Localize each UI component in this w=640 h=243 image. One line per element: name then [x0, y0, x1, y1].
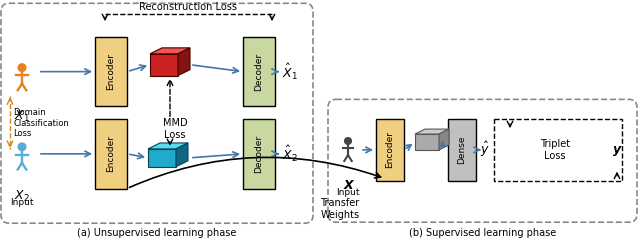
FancyBboxPatch shape: [95, 37, 127, 106]
Text: Domain
Classification
Loss: Domain Classification Loss: [13, 108, 68, 138]
Text: $\hat{X}_1$: $\hat{X}_1$: [282, 61, 298, 82]
Circle shape: [18, 143, 26, 151]
Text: $X_1$: $X_1$: [14, 109, 30, 124]
Polygon shape: [150, 54, 178, 76]
FancyBboxPatch shape: [243, 37, 275, 106]
Text: $X_2$: $X_2$: [14, 189, 30, 204]
Polygon shape: [439, 129, 449, 150]
Text: $\hat{y}$: $\hat{y}$: [480, 140, 490, 159]
Text: Decoder: Decoder: [255, 52, 264, 91]
Text: Triplet
Loss: Triplet Loss: [540, 139, 570, 161]
FancyBboxPatch shape: [494, 119, 622, 181]
Text: Input: Input: [336, 188, 360, 197]
Polygon shape: [150, 48, 190, 54]
Text: MMD
Loss: MMD Loss: [163, 118, 188, 140]
Polygon shape: [148, 149, 176, 167]
Circle shape: [18, 64, 26, 71]
Text: Encoder: Encoder: [106, 135, 115, 172]
Polygon shape: [415, 134, 439, 150]
FancyBboxPatch shape: [243, 119, 275, 189]
Text: $\hat{X}_2$: $\hat{X}_2$: [282, 144, 298, 164]
FancyBboxPatch shape: [95, 119, 127, 189]
Text: Dense: Dense: [458, 136, 467, 164]
Text: X: X: [343, 179, 353, 192]
Text: Input: Input: [10, 199, 34, 208]
Polygon shape: [176, 143, 188, 167]
Text: (a) Unsupervised learning phase: (a) Unsupervised learning phase: [77, 228, 237, 238]
FancyBboxPatch shape: [448, 119, 476, 181]
Polygon shape: [415, 129, 449, 134]
FancyBboxPatch shape: [376, 119, 404, 181]
FancyBboxPatch shape: [1, 3, 313, 223]
Text: Transfer
Weights: Transfer Weights: [321, 199, 360, 220]
Circle shape: [344, 138, 351, 144]
Polygon shape: [148, 143, 188, 149]
Text: Reconstruction Loss: Reconstruction Loss: [139, 2, 237, 12]
Text: Decoder: Decoder: [255, 135, 264, 173]
Text: y: y: [613, 143, 621, 156]
Text: (b) Supervised learning phase: (b) Supervised learning phase: [410, 228, 557, 238]
FancyBboxPatch shape: [328, 99, 637, 222]
Polygon shape: [178, 48, 190, 76]
Text: Encoder: Encoder: [385, 131, 394, 168]
Text: Encoder: Encoder: [106, 53, 115, 90]
